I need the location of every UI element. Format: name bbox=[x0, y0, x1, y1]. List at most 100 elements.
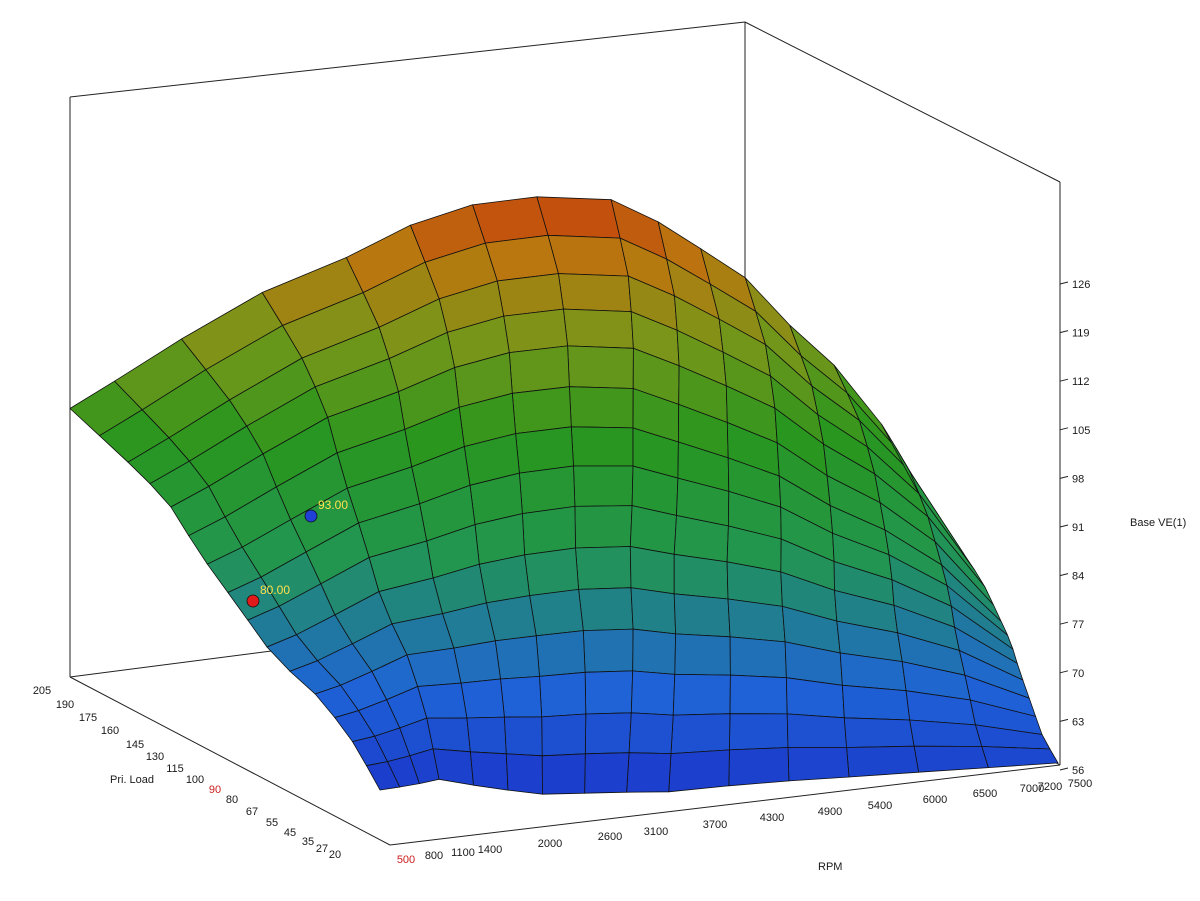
z-tick-mark bbox=[1059, 427, 1069, 431]
surface-cell bbox=[500, 675, 543, 718]
y-tick-label: 67 bbox=[246, 806, 258, 818]
surface-cell bbox=[729, 636, 787, 679]
surface-cell bbox=[508, 345, 570, 394]
surface-cell bbox=[484, 234, 559, 282]
x-tick-label: 2600 bbox=[598, 831, 622, 843]
y-tick-label: 20 bbox=[329, 849, 341, 861]
x-tick-label: 4900 bbox=[818, 806, 842, 818]
z-tick-mark bbox=[1059, 621, 1069, 625]
x-tick-label: 7000 bbox=[1020, 783, 1044, 795]
cursor-point bbox=[246, 594, 260, 608]
surface-cell bbox=[460, 678, 505, 719]
x-tick-label: 3700 bbox=[703, 819, 727, 831]
surface-cell bbox=[541, 753, 586, 795]
floor-axes bbox=[69, 676, 1061, 846]
z-tick-mark bbox=[1059, 767, 1069, 771]
x-tick-label: 3100 bbox=[644, 826, 668, 838]
surface-cell bbox=[843, 717, 915, 748]
surface-cell bbox=[529, 588, 584, 637]
surface-cell bbox=[453, 640, 501, 684]
z-tick-mark bbox=[1059, 475, 1069, 479]
cursor-value-label: 80.00 bbox=[260, 583, 290, 597]
surface-cell bbox=[524, 547, 580, 597]
surface-cell bbox=[505, 753, 543, 795]
surface-cell bbox=[787, 747, 850, 782]
tick-labels: 500 800 1100 1400 2000 2600 3100 3700 4300 4900 54… bbox=[33, 279, 1092, 866]
surface-cell bbox=[511, 386, 572, 435]
surface-cell bbox=[539, 671, 587, 718]
surface-cell bbox=[547, 234, 629, 277]
z-tick-label: 126 bbox=[1072, 279, 1090, 291]
z-tick-mark bbox=[1059, 524, 1069, 528]
surface-cell bbox=[673, 593, 731, 638]
z-tick-label: 98 bbox=[1072, 473, 1084, 485]
surface-cell bbox=[628, 712, 674, 755]
z-tick-mark bbox=[1059, 281, 1069, 285]
z-tick-label: 56 bbox=[1072, 765, 1084, 777]
y-tick-label: 205 bbox=[33, 685, 51, 697]
z-tick-mark bbox=[1059, 378, 1069, 382]
y-tick-label: 190 bbox=[56, 699, 74, 711]
surface-cell bbox=[432, 748, 474, 786]
surface-cell bbox=[626, 752, 672, 793]
surface-cell bbox=[574, 505, 633, 549]
z-tick-mark bbox=[1059, 670, 1069, 674]
z-tick-label: 84 bbox=[1072, 571, 1084, 583]
ve-surface bbox=[69, 196, 1059, 795]
cursor-point bbox=[304, 509, 318, 523]
z-tick-label: 105 bbox=[1072, 425, 1090, 437]
surface-cell bbox=[841, 684, 911, 721]
z-tick-label: 91 bbox=[1072, 522, 1084, 534]
surface-cell bbox=[496, 273, 564, 317]
surface-cell bbox=[541, 713, 587, 757]
surface-cell bbox=[426, 717, 471, 753]
surface-cell bbox=[578, 587, 634, 632]
z-tick-mark bbox=[1059, 573, 1069, 577]
z-tick-mark bbox=[1059, 718, 1069, 722]
surface-cell bbox=[846, 745, 920, 778]
surface-cell bbox=[466, 716, 507, 755]
y-tick-label: 55 bbox=[266, 817, 278, 829]
surface-cell bbox=[535, 630, 586, 677]
surface-cell bbox=[471, 196, 549, 244]
y-tick-label: 90 bbox=[209, 784, 221, 796]
surface-cell bbox=[632, 628, 677, 675]
x-tick-label: 2000 bbox=[538, 838, 562, 850]
surface-cell bbox=[672, 673, 731, 716]
surface-cell bbox=[573, 465, 634, 507]
surface-cell bbox=[673, 553, 729, 600]
x-tick-label: 500 bbox=[397, 854, 415, 866]
surface-cell bbox=[365, 761, 401, 791]
x-tick-label: 1400 bbox=[478, 844, 502, 856]
surface-cell bbox=[567, 345, 634, 389]
y-tick-label: 175 bbox=[79, 712, 97, 724]
surface-cell bbox=[494, 635, 540, 680]
y-tick-label: 145 bbox=[126, 739, 144, 751]
z-tick-mark bbox=[1059, 330, 1069, 334]
y-axis-title: Pri. Load bbox=[110, 774, 154, 786]
surface-cell bbox=[536, 196, 621, 239]
surface-cell bbox=[575, 546, 632, 590]
surface-cell bbox=[582, 628, 634, 673]
surface-cell bbox=[570, 426, 634, 467]
surface-cell bbox=[515, 426, 574, 474]
y-tick-label: 27 bbox=[316, 843, 328, 855]
surface-cell bbox=[728, 747, 790, 787]
y-tick-label: 160 bbox=[101, 725, 119, 737]
y-tick-label: 115 bbox=[166, 763, 184, 775]
x-tick-label: 5400 bbox=[868, 800, 892, 812]
surface-cell bbox=[674, 633, 731, 676]
y-tick-label: 130 bbox=[146, 751, 164, 763]
cursor-value-label: 93.00 bbox=[318, 498, 348, 512]
surface-cell bbox=[729, 674, 788, 715]
surface-cell bbox=[503, 716, 543, 757]
surface-cell bbox=[584, 752, 630, 794]
surface-cell bbox=[981, 746, 1059, 769]
surface-cell bbox=[584, 670, 634, 715]
z-axis-title: Base VE(1) bbox=[1130, 517, 1186, 529]
surface-cell bbox=[503, 308, 569, 354]
surface-cell bbox=[521, 505, 576, 556]
surface-cell bbox=[629, 546, 675, 595]
surface-cell bbox=[786, 713, 848, 748]
